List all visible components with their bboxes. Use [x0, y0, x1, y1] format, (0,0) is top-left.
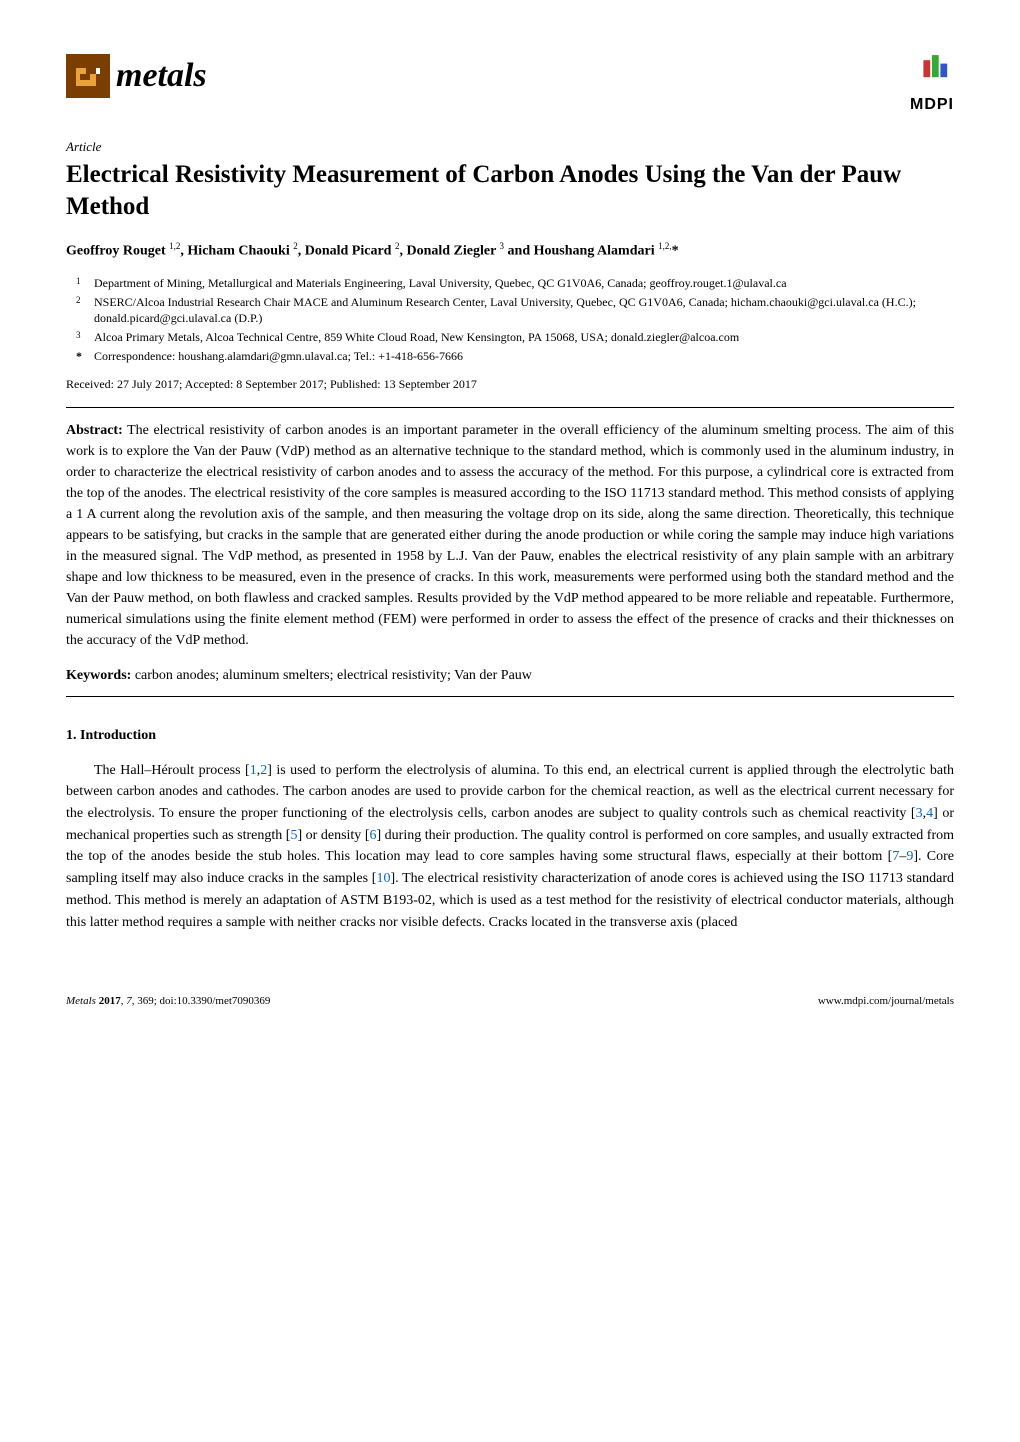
- publication-dates: Received: 27 July 2017; Accepted: 8 Sept…: [66, 375, 954, 393]
- affiliation-row: 1 Department of Mining, Metallurgical an…: [94, 275, 954, 292]
- footer-journal: Metals: [66, 995, 99, 1007]
- abstract-block: Abstract: The electrical resistivity of …: [66, 420, 954, 651]
- journal-logo-block: metals: [66, 50, 207, 101]
- divider: [66, 696, 954, 697]
- affiliation-number: 2: [76, 294, 94, 328]
- footer-doi: , 369; doi:10.3390/met7090369: [132, 995, 271, 1007]
- divider: [66, 407, 954, 408]
- publisher-logo-block: MDPI: [910, 50, 954, 117]
- body-text: The Hall–Héroult process [: [94, 763, 250, 778]
- body-text: ] or density [: [297, 828, 369, 843]
- affiliations-block: 1 Department of Mining, Metallurgical an…: [66, 275, 954, 365]
- journal-logo-icon: [66, 54, 110, 98]
- keywords-block: Keywords: carbon anodes; aluminum smelte…: [66, 665, 954, 686]
- affiliation-row: 2 NSERC/Alcoa Industrial Research Chair …: [94, 294, 954, 328]
- affiliation-text: Alcoa Primary Metals, Alcoa Technical Ce…: [94, 329, 739, 346]
- author-list: Geoffroy Rouget 1,2, Hicham Chaouki 2, D…: [66, 240, 954, 261]
- mdpi-icon: [920, 50, 954, 84]
- affiliation-number: 1: [76, 275, 94, 292]
- affiliation-text: NSERC/Alcoa Industrial Research Chair MA…: [94, 294, 954, 328]
- journal-name: metals: [116, 50, 207, 101]
- citation-link[interactable]: 10: [376, 871, 390, 886]
- abstract-label: Abstract:: [66, 423, 123, 438]
- page-footer: Metals 2017, 7, 369; doi:10.3390/met7090…: [66, 993, 954, 1010]
- abstract-text: The electrical resistivity of carbon ano…: [66, 423, 954, 648]
- citation-link[interactable]: 3: [916, 806, 923, 821]
- body-paragraph: The Hall–Héroult process [1,2] is used t…: [66, 760, 954, 934]
- correspondence-row: * Correspondence: houshang.alamdari@gmn.…: [94, 348, 954, 365]
- section-heading: 1. Introduction: [66, 725, 954, 746]
- citation-link[interactable]: 1: [250, 763, 257, 778]
- affiliation-row: 3 Alcoa Primary Metals, Alcoa Technical …: [94, 329, 954, 346]
- correspondence-text: Correspondence: houshang.alamdari@gmn.ul…: [94, 348, 463, 365]
- keywords-label: Keywords:: [66, 668, 131, 683]
- publisher-name: MDPI: [910, 93, 954, 117]
- footer-right: www.mdpi.com/journal/metals: [818, 993, 954, 1010]
- article-type: Article: [66, 137, 954, 157]
- footer-left: Metals 2017, 7, 369; doi:10.3390/met7090…: [66, 993, 270, 1010]
- article-title: Electrical Resistivity Measurement of Ca…: [66, 159, 954, 224]
- correspondence-star: *: [76, 348, 94, 365]
- affiliation-text: Department of Mining, Metallurgical and …: [94, 275, 787, 292]
- page-header: metals MDPI: [66, 50, 954, 117]
- affiliation-number: 3: [76, 329, 94, 346]
- footer-year: 2017: [99, 995, 121, 1007]
- keywords-text: carbon anodes; aluminum smelters; electr…: [135, 668, 532, 683]
